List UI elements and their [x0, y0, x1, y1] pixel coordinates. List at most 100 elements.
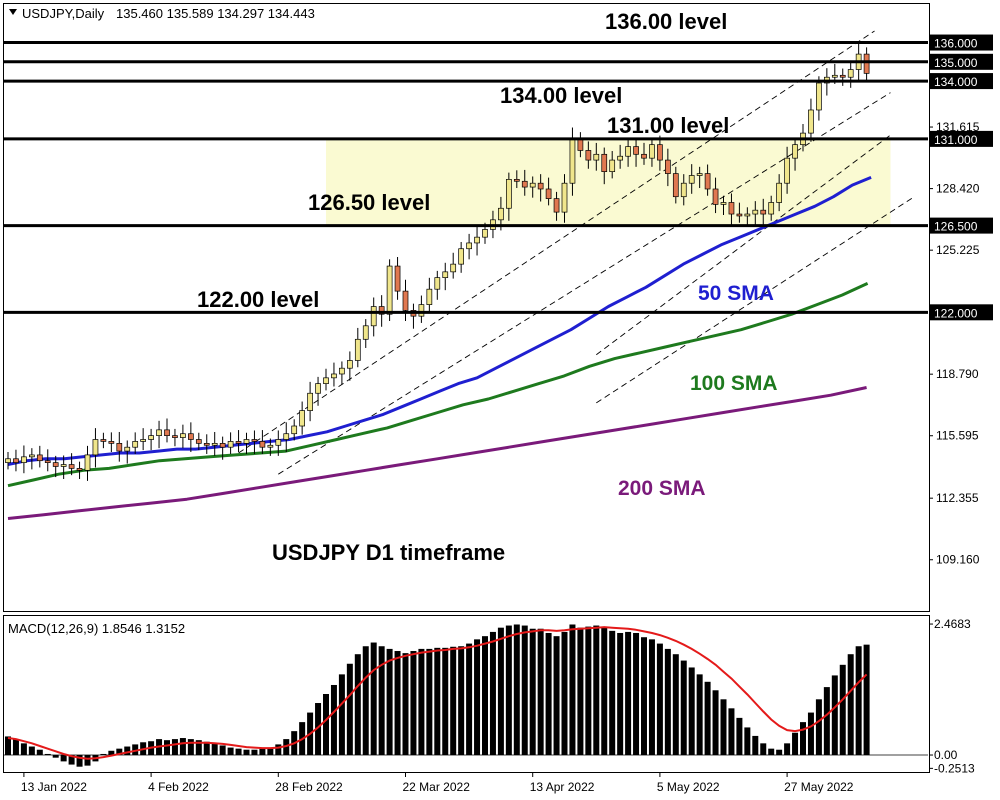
macd-bar: [807, 712, 814, 756]
ohlc-readout: 135.460 135.589 134.297 134.443: [116, 6, 315, 21]
level-price-tags: 136.000 135.000 134.000 131.000 126.500 122.0…: [930, 34, 993, 321]
macd-bar: [44, 753, 51, 756]
macd-bar: [585, 626, 592, 756]
candle-body: [140, 439, 146, 442]
candle-body: [21, 456, 27, 463]
candle-body: [657, 144, 663, 161]
price-tick-label: 109.160: [936, 553, 980, 567]
macd-bar: [171, 739, 178, 756]
macd-bar: [664, 648, 671, 756]
candle-body: [736, 213, 743, 217]
candle-body: [466, 242, 472, 250]
macd-bar: [489, 631, 496, 756]
macd-bar: [863, 644, 870, 756]
candle-body: [529, 182, 536, 188]
candle-body: [601, 153, 608, 172]
macd-bar: [5, 736, 11, 756]
macd-bar: [20, 743, 27, 756]
candle-body: [847, 69, 854, 78]
x-tick-label: 5 May 2022: [657, 780, 720, 794]
candle-body: [92, 439, 99, 456]
level-price-tag-131: [930, 130, 993, 147]
candle-body: [362, 325, 369, 340]
macd-bar: [211, 743, 218, 756]
macd-bar: [593, 625, 600, 756]
macd-panel-frame: [3, 615, 930, 773]
candle-body: [172, 435, 178, 438]
candle-body: [331, 373, 337, 379]
macd-bar: [720, 699, 727, 756]
candle-body: [816, 82, 822, 111]
candle-body: [426, 288, 433, 305]
macd-bar: [641, 637, 647, 756]
macd-bar: [323, 694, 329, 756]
macd-bar: [831, 675, 838, 756]
macd-bar: [656, 643, 663, 756]
macd-bar: [362, 646, 369, 756]
candle-body: [585, 150, 592, 161]
candle-body: [259, 441, 266, 448]
macd-bar: [100, 753, 107, 756]
macd-bar: [315, 703, 322, 756]
level-price-tag-135: [930, 53, 993, 70]
level-label: 122.00 level: [197, 287, 319, 312]
macd-bar: [84, 755, 91, 766]
candle-body: [378, 306, 385, 315]
macd-bar: [132, 744, 139, 756]
candle-body: [13, 458, 19, 463]
macd-bar: [346, 663, 353, 756]
candle-body: [498, 207, 504, 221]
macd-bar: [235, 748, 242, 756]
candle-body: [537, 182, 544, 190]
candle-body: [148, 435, 154, 440]
candle-body: [458, 248, 464, 265]
candle-body: [704, 173, 711, 190]
candle-body: [545, 188, 552, 199]
main-panel-frame: [3, 3, 930, 612]
x-tick-label: 13 Apr 2022: [530, 780, 595, 794]
macd-bar: [259, 748, 266, 756]
candle-body: [680, 182, 687, 198]
macd-bar: [521, 625, 528, 756]
candle-body: [402, 290, 409, 311]
candle-body: [744, 213, 751, 217]
level-price-tag-text: 122.000: [934, 306, 978, 320]
macd-bar: [410, 651, 417, 756]
macd-tick-label: -0.2513: [934, 761, 975, 775]
candle-body: [442, 271, 449, 278]
macd-bar: [267, 747, 274, 756]
price-tick-label: 115.595: [936, 429, 979, 443]
level-price-tag-text: 134.000: [934, 75, 978, 89]
macd-bar: [712, 690, 719, 756]
macd-bar: [744, 727, 751, 756]
macd-histogram: [4, 624, 928, 767]
x-tick-label: 13 Jan 2022: [21, 780, 87, 794]
candle-body: [347, 360, 353, 369]
candle-body: [521, 180, 528, 188]
candle-body: [776, 182, 783, 203]
macd-bar: [688, 667, 695, 756]
macd-bar: [52, 755, 59, 758]
macd-bar: [625, 631, 632, 756]
macd-bar: [553, 636, 560, 756]
macd-bar: [60, 755, 67, 762]
candle-body: [29, 454, 35, 458]
macd-bar: [76, 755, 83, 767]
candle-body: [641, 153, 647, 159]
level-label: 134.00 level: [500, 83, 622, 108]
candle-body: [235, 441, 242, 444]
candle-body: [267, 444, 274, 448]
candle-body: [831, 74, 838, 78]
candle-body: [720, 202, 727, 205]
macd-bar: [378, 646, 385, 756]
macd-bar: [545, 632, 552, 756]
price-tick-label: 128.420: [936, 182, 980, 196]
candle-body: [482, 229, 488, 238]
candle-body: [506, 179, 512, 209]
macd-bar: [36, 749, 43, 756]
macd-bar: [648, 639, 655, 756]
dropdown-triangle-icon[interactable]: [9, 9, 17, 15]
macd-bar: [283, 739, 290, 756]
candle-body: [768, 202, 775, 215]
macd-bar: [537, 628, 544, 756]
